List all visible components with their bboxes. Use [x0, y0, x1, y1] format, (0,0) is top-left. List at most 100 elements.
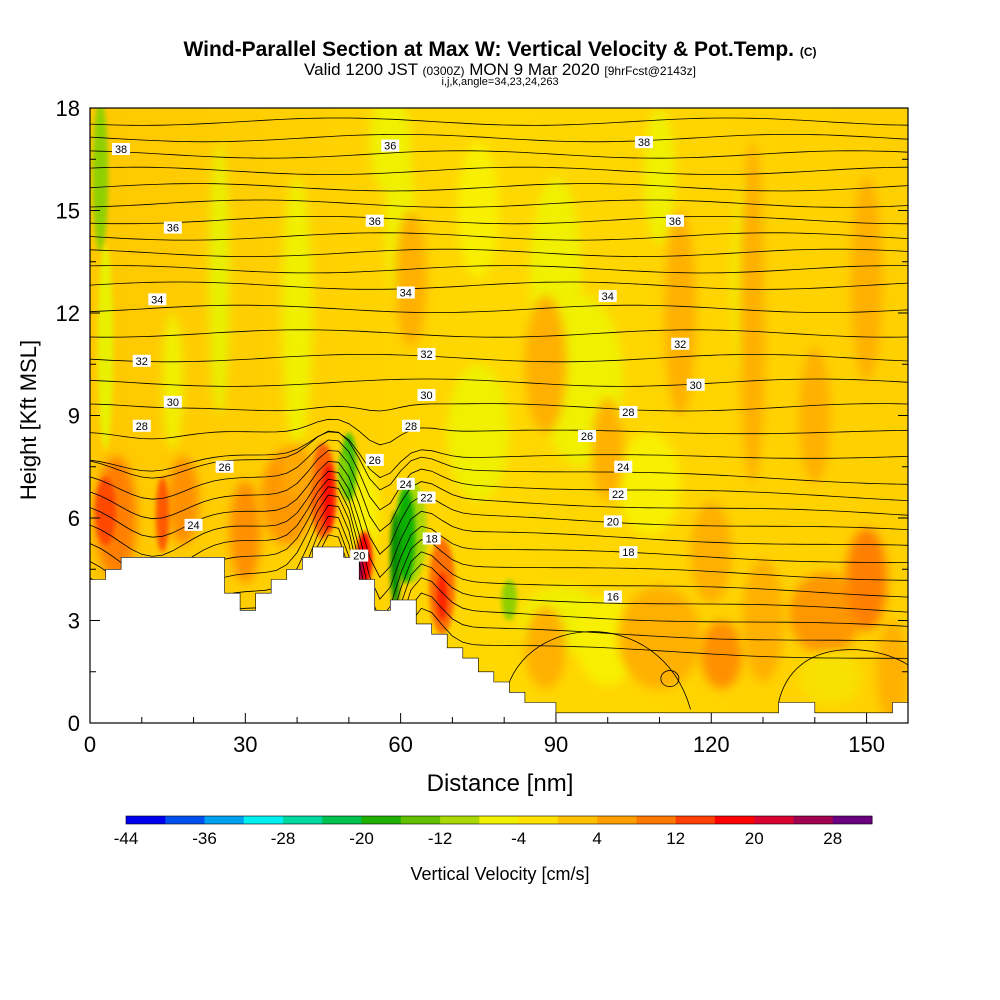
theta-label: 24: [617, 462, 629, 474]
velocity-cell: [281, 442, 313, 498]
theta-label: 36: [384, 141, 396, 153]
theta-label-box: [666, 214, 685, 227]
velocity-cell: [209, 142, 230, 416]
theta-label: 36: [369, 216, 381, 228]
theta-label-box: [614, 460, 633, 473]
theta-label: 32: [136, 356, 148, 368]
colorbar-tick-label: 28: [823, 829, 842, 848]
theta-label-box: [417, 348, 436, 360]
velocity-cell: [447, 364, 510, 501]
theta-label-box: [422, 532, 441, 545]
theta-label: 22: [420, 493, 432, 505]
colorbar: -44 -36 -28 -20 -12 -4 4 12 20 28: [114, 815, 873, 848]
velocity-cell: [851, 176, 883, 382]
theta-label-box: [148, 293, 167, 306]
velocity-cell: [788, 572, 862, 655]
isentrope-line: [90, 281, 908, 290]
isentrope-line: [90, 470, 908, 578]
theta-label-box: [619, 406, 638, 419]
theta-label: 28: [136, 421, 148, 433]
theta-label: 26: [218, 462, 230, 474]
velocity-cell: [390, 511, 401, 607]
theta-label-box: [132, 354, 151, 367]
colorbar-swatch: [283, 816, 323, 824]
velocity-cell: [524, 606, 567, 689]
theta-label-box: [671, 337, 690, 350]
x-tick-label: 90: [544, 732, 568, 757]
isentrope-line: [90, 134, 908, 143]
x-axis-label: Distance [nm]: [427, 770, 574, 797]
theta-label: 34: [400, 288, 412, 300]
theta-label: 16: [607, 592, 619, 604]
velocity-cell: [457, 142, 499, 279]
velocity-cell: [95, 477, 116, 546]
y-tick-label: 6: [68, 506, 80, 531]
isentrope-line: [503, 631, 691, 710]
theta-label: 24: [400, 479, 412, 491]
isentrope-line: [90, 248, 908, 258]
chart-title: Wind-Parallel Section at Max W: Vertical…: [0, 38, 1000, 62]
forecast-info: [9hrFcst@2143z]: [604, 64, 696, 78]
isentrope-line: [90, 329, 908, 338]
isentrope-line: [660, 670, 680, 687]
colorbar-swatch: [165, 816, 206, 824]
theta-label-box: [163, 221, 182, 234]
velocity-cell: [395, 210, 427, 348]
isentrope-line: [90, 403, 908, 412]
x-axis: 0 30 60 90 120 150: [84, 713, 885, 757]
theta-label-box: [396, 477, 415, 490]
colorbar-swatch: [204, 816, 245, 824]
theta-label-box: [184, 518, 203, 531]
theta-label: 38: [638, 137, 650, 149]
theta-label-box: [365, 214, 384, 227]
chart-title-text: Wind-Parallel Section at Max W: Vertical…: [183, 38, 794, 61]
velocity-cell: [742, 559, 784, 682]
theta-label-box: [365, 453, 384, 466]
theta-label-box: [396, 286, 415, 299]
velocity-cell: [524, 295, 567, 433]
velocity-cell: [97, 244, 114, 450]
isentrope-line: [90, 439, 908, 511]
isentrope-line: [90, 494, 908, 640]
isentrope-line: [90, 304, 908, 314]
velocity-cell: [321, 463, 335, 532]
colorbar-tick-label: 4: [592, 829, 601, 848]
valid-date: MON 9 Mar 2020: [469, 60, 600, 79]
isentrope-line: [90, 150, 908, 159]
colorbar-tick-label: -4: [511, 829, 526, 848]
theta-label: 22: [612, 489, 624, 501]
colorbar-tick-label: 12: [666, 829, 685, 848]
colorbar-swatch: [675, 816, 716, 824]
isentrope-line: [90, 418, 908, 446]
y-tick-label: 12: [56, 301, 80, 326]
isentrope-line: [90, 117, 908, 126]
isentrope-line: [90, 183, 908, 192]
theta-label-box: [163, 395, 182, 408]
colorbar-tick-label: -28: [271, 829, 296, 848]
colorbar-swatch: [361, 816, 402, 824]
theta-label: 18: [622, 547, 634, 559]
theta-label: 32: [420, 349, 432, 361]
isentrope-line: [778, 649, 908, 703]
isentrope-line: [90, 378, 908, 387]
x-tick-label: 120: [693, 732, 730, 757]
copyright-mark: (C): [799, 45, 817, 59]
velocity-cell: [618, 432, 681, 536]
theta-label-box: [578, 430, 597, 442]
isentrope-line: [90, 431, 908, 479]
theta-label: 20: [607, 516, 619, 528]
theta-label-box: [417, 491, 436, 504]
isentrope-line: [90, 216, 908, 225]
colorbar-swatch: [793, 816, 834, 824]
theta-label-box: [350, 549, 369, 562]
y-tick-label: 18: [56, 96, 80, 121]
velocity-cell: [155, 476, 170, 553]
theta-label: 36: [669, 216, 681, 228]
theta-label: 20: [353, 551, 365, 563]
theta-label: 18: [426, 534, 438, 546]
valid-time-line: Valid 1200 JST (0300Z) MON 9 Mar 2020 [9…: [0, 60, 1000, 80]
theta-label: 30: [420, 390, 432, 402]
theta-label: 24: [187, 520, 199, 532]
theta-label: 30: [690, 380, 702, 392]
